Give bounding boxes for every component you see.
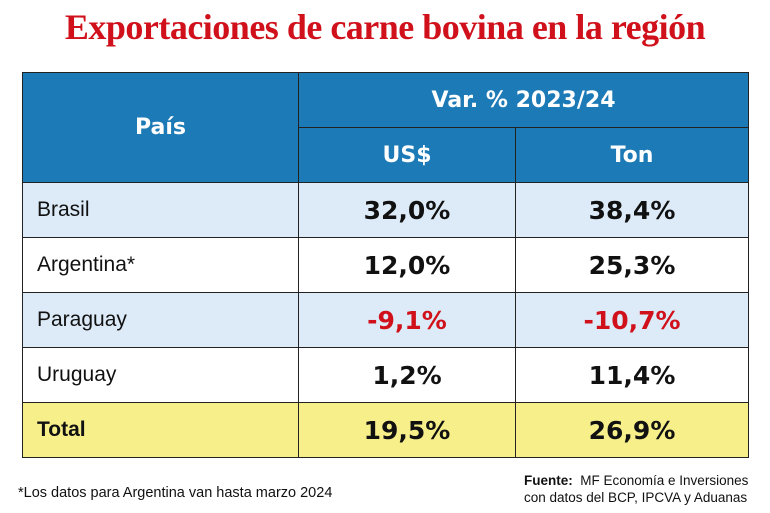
value-cell: 38,4%: [514, 182, 750, 238]
subheader: Ton: [514, 127, 750, 183]
value-cell: 19,5%: [298, 402, 516, 458]
footnote: *Los datos para Argentina van hasta marz…: [18, 485, 333, 501]
table-body: Brasil 32,0% 38,4% Argentina* 12,0% 25,3% Para…: [22, 182, 750, 458]
table-row: Uruguay 1,2% 11,4%: [22, 347, 750, 403]
column-header: País: [22, 72, 299, 183]
value-cell: 32,0%: [298, 182, 516, 238]
value-cell: 25,3%: [514, 237, 750, 293]
value-cell: -9,1%: [298, 292, 516, 348]
value-cell: -10,7%: [514, 292, 750, 348]
table-row: Brasil 32,0% 38,4%: [22, 182, 750, 238]
country-cell: Total: [22, 402, 299, 458]
value-cell: 11,4%: [514, 347, 750, 403]
table-row: Argentina* 12,0% 25,3%: [22, 237, 750, 293]
title: Exportaciones de carne bovina en la regi…: [64, 7, 706, 47]
value-cell: 26,9%: [514, 402, 750, 458]
subheader: US$: [298, 127, 516, 183]
value-cell: 1,2%: [298, 347, 516, 403]
country-cell: Uruguay: [22, 347, 299, 403]
value-cell: 12,0%: [298, 237, 516, 293]
country-cell: Paraguay: [22, 292, 299, 348]
source-label: Fuente:: [524, 473, 573, 488]
country-cell: Argentina*: [22, 237, 299, 293]
data-table: País Var. % 2023/24 US$ Ton Brasil 32,0% 3…: [22, 72, 750, 458]
table-row: Paraguay -9,1% -10,7%: [22, 292, 750, 348]
total-row: Total 19,5% 26,9%: [22, 402, 750, 458]
country-cell: Brasil: [22, 182, 299, 238]
source: Fuente: MF Economía e Inversiones con da…: [524, 472, 764, 506]
group-header: Var. % 2023/24: [297, 72, 750, 128]
source-text: MF Economía e Inversiones con datos del …: [524, 473, 749, 505]
